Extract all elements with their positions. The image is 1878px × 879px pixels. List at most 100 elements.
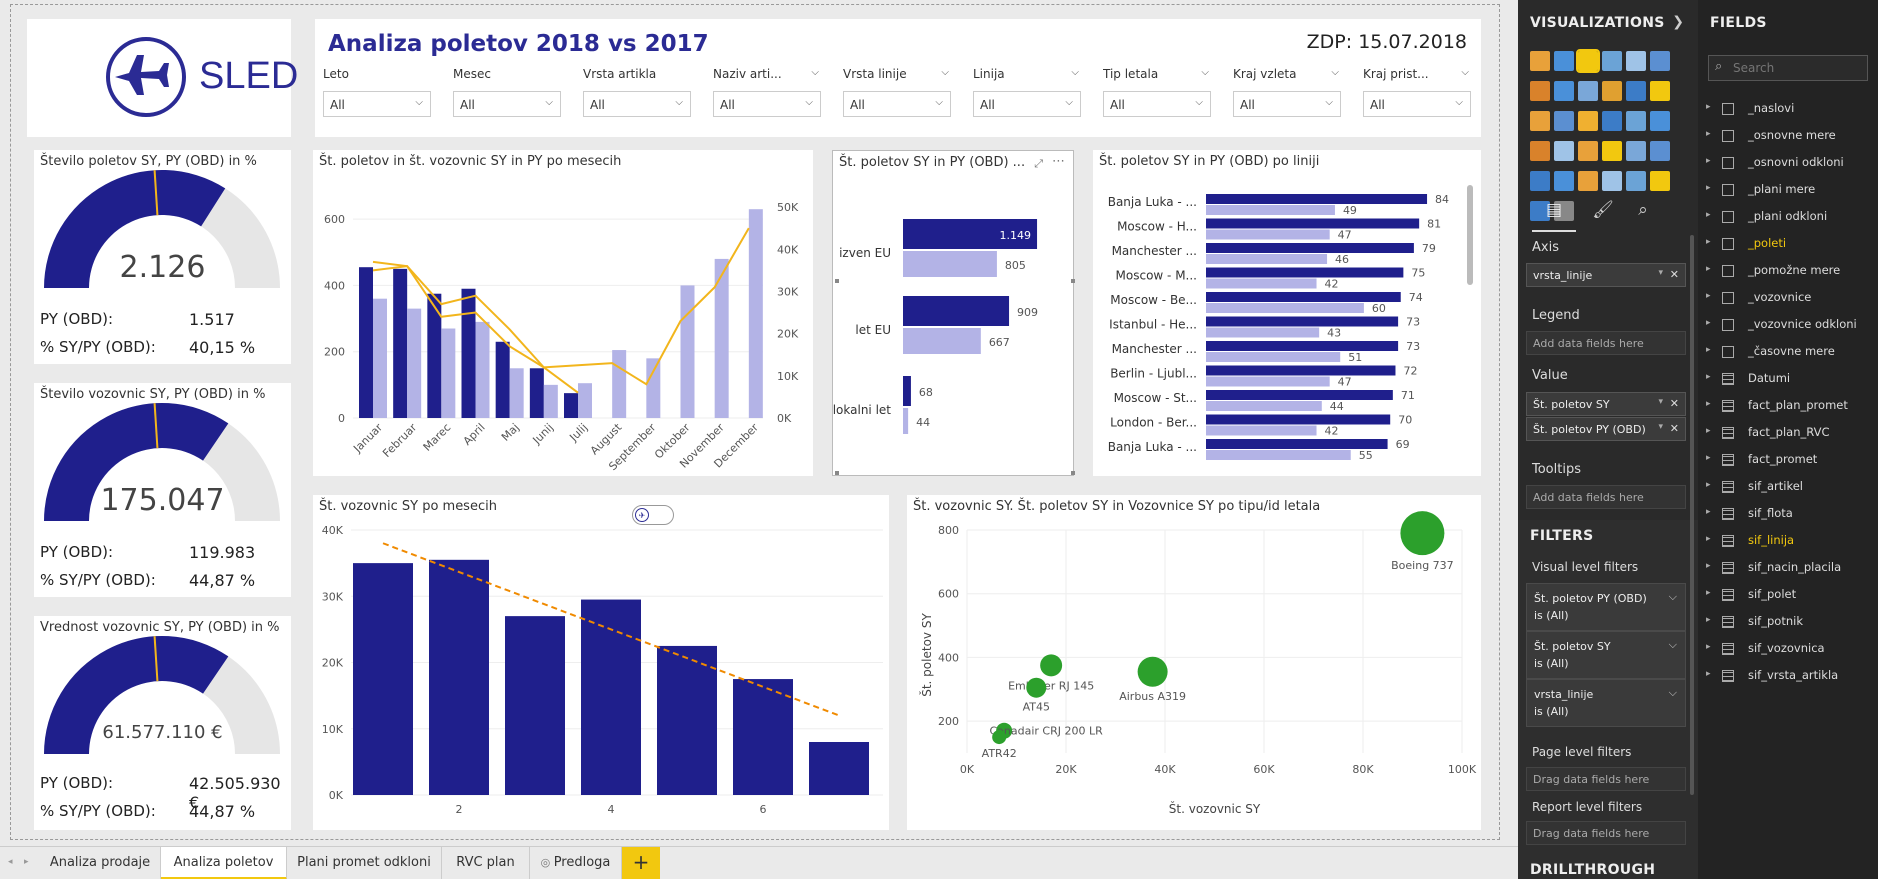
play-toggle-icon[interactable]: ✈ [632,505,674,525]
page-tab[interactable]: RVC plan [442,847,530,879]
tab-prev-icon[interactable]: ◂ [8,857,13,867]
field-item[interactable]: ▸ _plani mere [1706,180,1876,200]
slicer[interactable]: Kraj prist... ⌵ All ⌵ [1363,67,1471,117]
chevron-down-icon[interactable]: ⌵ [1668,686,1677,699]
expand-caret-icon[interactable]: ▸ [1706,480,1711,490]
field-item[interactable]: ▸ sif_potnik [1706,612,1876,632]
slicer-dropdown[interactable]: All ⌵ [973,91,1081,117]
add-page-button[interactable]: + [622,847,660,879]
slicer[interactable]: Kraj vzleta ⌵ All ⌵ [1233,67,1341,117]
slicer[interactable]: Vrsta artikla All ⌵ [583,67,691,117]
legend-well[interactable]: Add data fields here [1526,331,1686,355]
chevron-down-icon[interactable]: ⌵ [1461,67,1469,78]
visual-type-icon[interactable] [1554,51,1574,71]
scatter-chart[interactable]: Št. vozovnic SY. Št. poletov SY in Vozov… [907,495,1481,830]
chart-scrollbar[interactable] [1467,185,1473,285]
resize-handle[interactable] [1071,471,1075,475]
visual-type-icon[interactable] [1530,201,1550,221]
field-item[interactable]: ▸ _plani odkloni [1706,207,1876,227]
fields-search[interactable]: ⌕ [1708,55,1868,81]
visual-type-icon[interactable] [1650,141,1670,161]
visual-type-icon[interactable] [1626,141,1646,161]
scatter-point[interactable] [1400,511,1445,556]
expand-caret-icon[interactable]: ▸ [1706,264,1711,274]
field-item[interactable]: ▸ _pomožne mere [1706,261,1876,281]
visual-type-icon[interactable] [1554,111,1574,131]
field-item[interactable]: ▸ sif_nacin_placila [1706,558,1876,578]
more-options-icon[interactable]: ⋯ [1052,154,1065,169]
report-filters-well[interactable]: Drag data fields here [1526,821,1686,845]
gauge-card[interactable]: Vrednost vozovnic SY, PY (OBD) in % 61.5… [34,616,291,830]
expand-caret-icon[interactable]: ▸ [1706,291,1711,301]
value-well-1[interactable]: Št. poletov SY ▾ ✕ [1526,392,1686,416]
visual-type-icon[interactable] [1602,51,1622,71]
visual-type-icon[interactable] [1626,51,1646,71]
value-well-2[interactable]: Št. poletov PY (OBD) ▾ ✕ [1526,417,1686,441]
slicer[interactable]: Vrsta linije ⌵ All ⌵ [843,67,951,117]
visual-type-icon[interactable] [1554,201,1574,221]
visual-type-icon[interactable] [1530,171,1550,191]
expand-caret-icon[interactable]: ▸ [1706,534,1711,544]
page-filters-well[interactable]: Drag data fields here [1526,767,1686,791]
collapse-arrow-icon[interactable]: ❯ [1672,14,1684,30]
filter-card[interactable]: Št. poletov SY is (All) ⌵ [1526,631,1686,679]
dropdown-icon[interactable]: ▾ [1658,268,1663,278]
field-item[interactable]: ▸ fact_promet [1706,450,1876,470]
field-item[interactable]: ▸ Datumi [1706,369,1876,389]
field-item[interactable]: ▸ sif_artikel [1706,477,1876,497]
remove-icon[interactable]: ✕ [1669,422,1679,435]
expand-caret-icon[interactable]: ▸ [1706,210,1711,220]
visual-type-icon[interactable] [1578,141,1598,161]
remove-icon[interactable]: ✕ [1669,397,1679,410]
expand-caret-icon[interactable]: ▸ [1706,129,1711,139]
page-tab[interactable]: ◎ Predloga [530,847,622,879]
slicer-dropdown[interactable]: All ⌵ [1363,91,1471,117]
tickets-column-chart[interactable]: Št. vozovnic SY po mesecih ✈ 0K 10K 20K 30K… [313,495,889,830]
slicer-dropdown[interactable]: All ⌵ [583,91,691,117]
visual-type-icon[interactable] [1650,81,1670,101]
slicer-dropdown[interactable]: All ⌵ [713,91,821,117]
visual-type-icon[interactable] [1626,81,1646,101]
visual-type-icon[interactable] [1626,111,1646,131]
expand-caret-icon[interactable]: ▸ [1706,453,1711,463]
line-bar-chart[interactable]: Št. poletov SY in PY (OBD) po liniji Ban… [1093,150,1481,476]
slicer-dropdown[interactable]: All ⌵ [1233,91,1341,117]
filter-card[interactable]: vrsta_linije is (All) ⌵ [1526,679,1686,727]
slicer[interactable]: Linija ⌵ All ⌵ [973,67,1081,117]
focus-mode-icon[interactable]: ⤢ [1034,157,1043,170]
field-item[interactable]: ▸ _poleti [1706,234,1876,254]
resize-handle[interactable] [835,471,839,475]
field-item[interactable]: ▸ sif_linija [1706,531,1876,551]
expand-caret-icon[interactable]: ▸ [1706,237,1711,247]
expand-caret-icon[interactable]: ▸ [1706,669,1711,679]
field-item[interactable]: ▸ sif_flota [1706,504,1876,524]
expand-caret-icon[interactable]: ▸ [1706,183,1711,193]
slicer[interactable]: Tip letala ⌵ All ⌵ [1103,67,1211,117]
scatter-point[interactable] [1040,654,1063,677]
monthly-combo-chart[interactable]: Št. poletov in št. vozovnic SY in PY po … [313,150,813,476]
expand-caret-icon[interactable]: ▸ [1706,561,1711,571]
dropdown-icon[interactable]: ▾ [1658,397,1663,407]
filter-card[interactable]: Št. poletov PY (OBD) is (All) ⌵ [1526,583,1686,631]
slicer[interactable]: Mesec All ⌵ [453,67,561,117]
visual-type-icon[interactable] [1602,141,1622,161]
chevron-down-icon[interactable]: ⌵ [1668,590,1677,603]
chevron-down-icon[interactable]: ⌵ [811,67,819,78]
visual-type-icon[interactable] [1530,81,1550,101]
visual-type-icon[interactable] [1602,111,1622,131]
search-input[interactable] [1733,59,1863,77]
field-item[interactable]: ▸ _osnovne mere [1706,126,1876,146]
expand-caret-icon[interactable]: ▸ [1706,372,1711,382]
pane-scrollbar[interactable] [1690,235,1694,795]
field-item[interactable]: ▸ sif_vozovnica [1706,639,1876,659]
expand-caret-icon[interactable]: ▸ [1706,399,1711,409]
fields-tab-icon[interactable]: ▤ [1532,200,1576,232]
field-item[interactable]: ▸ _naslovi [1706,99,1876,119]
analytics-tab-icon[interactable]: ⌕ [1638,200,1648,220]
remove-icon[interactable]: ✕ [1669,268,1679,281]
resize-handle[interactable] [835,279,839,283]
visual-type-icon[interactable] [1650,51,1670,71]
axis-well[interactable]: vrsta_linije ▾ ✕ [1526,263,1686,287]
visual-type-icon[interactable] [1554,141,1574,161]
field-item[interactable]: ▸ _časovne mere [1706,342,1876,362]
